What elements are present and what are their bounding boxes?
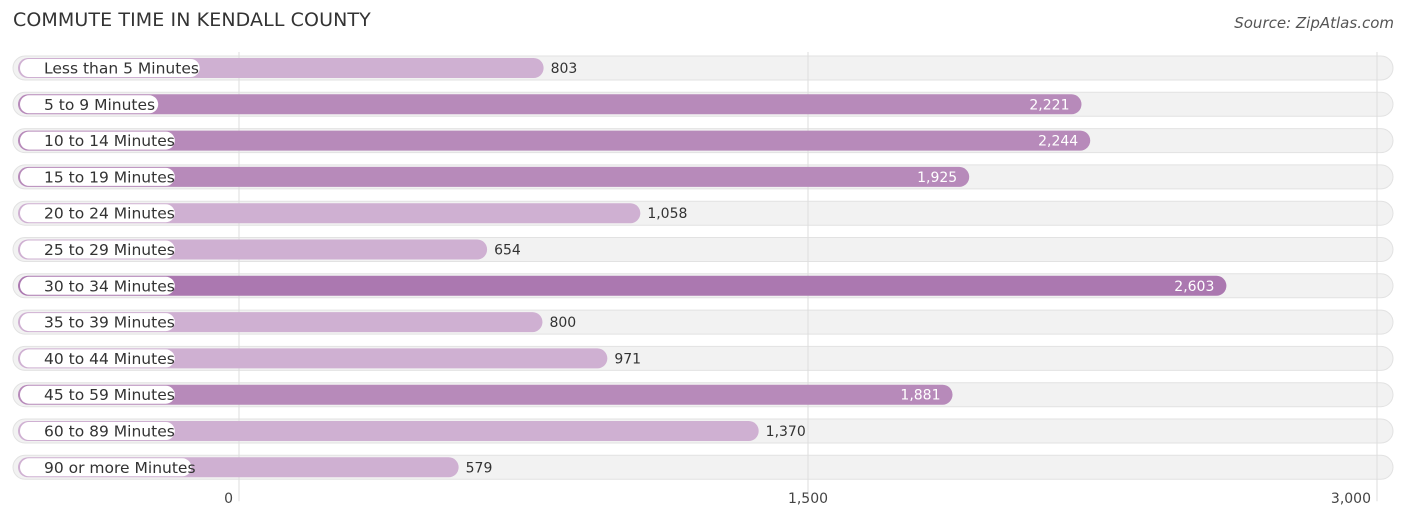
value-label: 803: [551, 61, 578, 77]
category-pill: [20, 313, 175, 332]
bar[interactable]: [18, 421, 759, 441]
value-label: 579: [466, 460, 493, 476]
source-prefix: Source:: [1234, 14, 1296, 32]
value-label: 1,370: [766, 424, 806, 440]
bar[interactable]: [18, 94, 1082, 115]
category-pill: [20, 59, 200, 77]
row-backgrounds: [12, 55, 1394, 480]
bars: Less than 5 Minutes 803 5 to 9 Minutes 2,22…: [18, 58, 1227, 478]
bar-group[interactable]: 40 to 44 Minutes 971: [18, 348, 641, 369]
value-label: 1,058: [647, 206, 687, 222]
bar-group[interactable]: 90 or more Minutes 579: [18, 457, 493, 478]
category-label: 25 to 29 Minutes: [44, 241, 175, 259]
x-tick-label: 3,000: [1331, 491, 1371, 507]
category-label: Less than 5 Minutes: [44, 60, 199, 78]
category-pill: [20, 349, 175, 368]
bar-group[interactable]: 15 to 19 Minutes 1,925: [18, 166, 970, 187]
category-label: 10 to 14 Minutes: [44, 132, 175, 150]
category-pill: [20, 95, 159, 114]
value-label: 800: [549, 315, 576, 331]
value-label: 2,221: [1029, 97, 1069, 113]
value-label: 654: [494, 243, 521, 259]
category-label: 40 to 44 Minutes: [44, 350, 175, 368]
bar-group[interactable]: 10 to 14 Minutes 2,244: [18, 130, 1091, 151]
value-label: 971: [614, 351, 641, 367]
category-label: 15 to 19 Minutes: [44, 168, 175, 186]
category-pill: [20, 240, 175, 259]
chart-title: COMMUTE TIME IN KENDALL COUNTY: [13, 9, 371, 31]
value-label: 2,603: [1174, 279, 1214, 295]
bar[interactable]: [18, 384, 953, 405]
category-label: 30 to 34 Minutes: [44, 277, 175, 295]
category-label: 20 to 24 Minutes: [44, 205, 175, 223]
bar-group[interactable]: 25 to 29 Minutes 654: [18, 239, 521, 260]
category-label: 60 to 89 Minutes: [44, 423, 175, 441]
bar-group[interactable]: 60 to 89 Minutes 1,370: [18, 421, 806, 441]
bar-group[interactable]: 5 to 9 Minutes 2,221: [18, 94, 1082, 115]
category-label: 35 to 39 Minutes: [44, 314, 175, 332]
value-label: 1,881: [900, 388, 940, 404]
bar-group[interactable]: 20 to 24 Minutes 1,058: [18, 203, 687, 224]
x-tick-label: 0: [224, 491, 233, 507]
category-pill: [20, 422, 175, 440]
x-tick-label: 1,500: [788, 491, 828, 507]
bar[interactable]: [18, 203, 641, 224]
source-credit: Source: ZipAtlas.com: [1234, 14, 1394, 32]
bar[interactable]: [18, 275, 1227, 296]
bar-group[interactable]: 30 to 34 Minutes 2,603: [18, 275, 1227, 296]
source-link[interactable]: ZipAtlas.com: [1295, 14, 1394, 32]
category-label: 90 or more Minutes: [44, 459, 196, 477]
category-label: 5 to 9 Minutes: [44, 96, 155, 114]
category-pill: [20, 276, 175, 295]
category-pill: [20, 204, 175, 223]
bar[interactable]: [18, 130, 1091, 151]
value-label: 2,244: [1038, 134, 1078, 150]
bar-group[interactable]: Less than 5 Minutes 803: [18, 58, 577, 78]
bar-group[interactable]: 35 to 39 Minutes 800: [18, 312, 576, 333]
bar-group[interactable]: 45 to 59 Minutes 1,881: [18, 384, 953, 405]
category-pill: [20, 131, 175, 150]
value-label: 1,925: [917, 170, 957, 186]
category-pill: [20, 167, 175, 186]
category-pill: [20, 385, 175, 404]
bar[interactable]: [18, 166, 970, 187]
category-label: 45 to 59 Minutes: [44, 386, 175, 404]
category-pill: [20, 458, 192, 477]
